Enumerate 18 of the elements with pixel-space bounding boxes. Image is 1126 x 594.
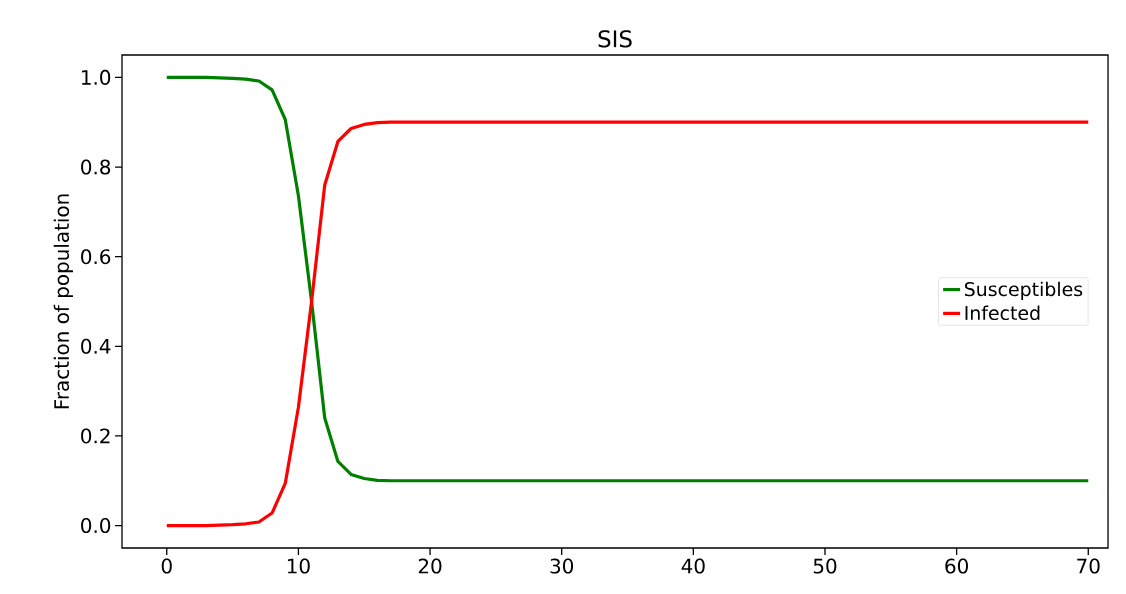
legend-label: Susceptibles xyxy=(964,281,1083,300)
x-tick-label: 30 xyxy=(550,558,574,574)
x-tick-label: 20 xyxy=(418,558,442,574)
x-tick-label: 40 xyxy=(681,558,705,574)
y-tick-label: 0.6 xyxy=(81,249,111,265)
x-tick-label: 70 xyxy=(1077,558,1100,574)
y-tick-label: 0.4 xyxy=(81,338,111,354)
chart-title: SIS xyxy=(598,30,632,48)
x-tick-label: 10 xyxy=(287,558,310,574)
x-tick-label: 50 xyxy=(813,558,837,574)
y-tick-label: 0.2 xyxy=(81,428,110,444)
x-tick-label: 0 xyxy=(161,558,172,574)
legend-label: Infected xyxy=(965,305,1040,321)
y-tick-label: 1.0 xyxy=(81,69,111,85)
y-tick-label: 0.8 xyxy=(81,159,111,175)
x-tick-label: 60 xyxy=(945,558,968,574)
y-axis-title: Fraction of population xyxy=(53,194,73,409)
y-tick-label: 0.0 xyxy=(81,518,111,534)
